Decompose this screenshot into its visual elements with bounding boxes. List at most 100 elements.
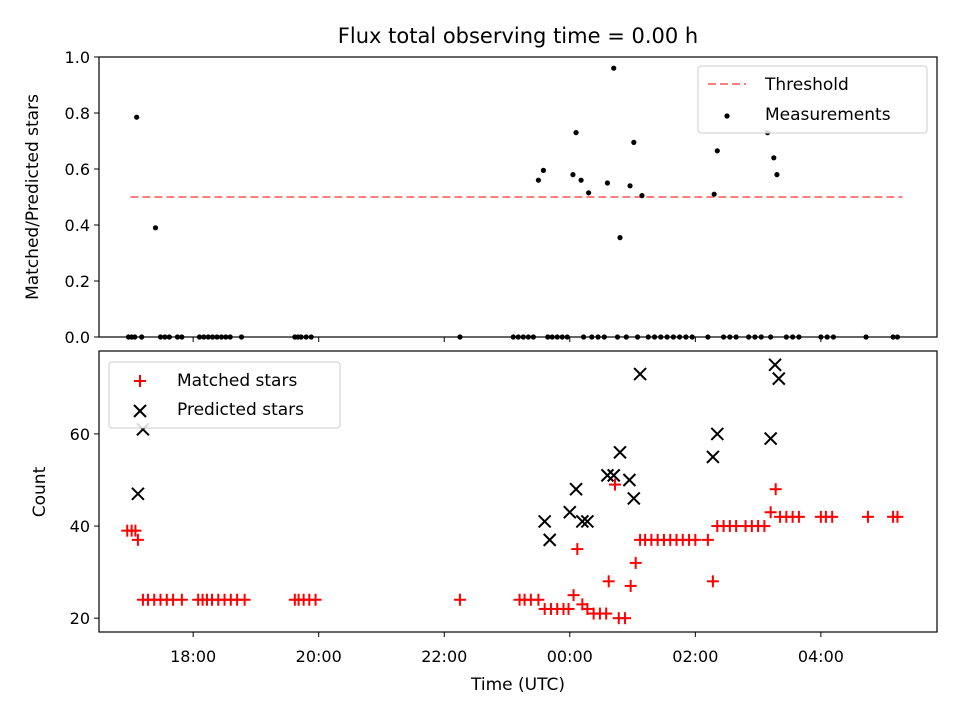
measurement-point (714, 148, 720, 154)
legend-threshold-label: Threshold (764, 75, 849, 95)
predicted-star-point (537, 514, 552, 529)
matched-star-point (629, 556, 642, 569)
measurement-point (771, 155, 777, 161)
predicted-star-point (622, 473, 637, 487)
matched-star-point (129, 524, 142, 537)
matched-star-point (581, 602, 594, 615)
predicted-star-point (580, 514, 595, 529)
predicted-star-point (563, 505, 577, 519)
top-chart-title: Flux total observing time = 0.00 h (338, 24, 698, 48)
matched-star-point (764, 506, 777, 519)
top-y-tick-label: 0.8 (65, 104, 90, 123)
predicted-star-point (542, 533, 557, 547)
bottom-x-tick-label: 18:00 (170, 647, 216, 666)
predicted-star-point (131, 487, 145, 501)
matched-star-point (891, 510, 904, 523)
measurement-point (711, 191, 717, 197)
matched-star-point (689, 533, 702, 546)
measurement-point (540, 167, 547, 173)
matched-star-point (701, 533, 714, 546)
matched-star-point (600, 607, 613, 620)
bottom-y-tick-label: 40 (70, 517, 90, 536)
predicted-star-point (627, 491, 641, 506)
top-y-tick-label: 1.0 (65, 48, 90, 67)
legend-matched-label: Matched stars (177, 371, 297, 391)
predicted-star-point (569, 482, 583, 496)
bottom-x-ticks: 18:00 20:00 22:00 00:00 02:00 04:00 (170, 632, 844, 666)
matched-star-point (619, 612, 632, 625)
measurement-point (604, 180, 611, 186)
matched-star-point (571, 543, 584, 556)
top-y-axis-label: Matched/Predicted stars (23, 94, 43, 300)
matched-star-point (602, 575, 615, 588)
bottom-x-axis-label: Time (UTC) (470, 675, 565, 695)
measurement-point (578, 177, 584, 183)
predicted-star-point (706, 450, 720, 464)
matched-star-point (861, 510, 874, 523)
predicted-star-point (600, 468, 615, 483)
matched-star-point (608, 478, 621, 491)
measurement-point (134, 114, 140, 120)
measurement-point (774, 172, 780, 178)
predicted-star-point (607, 468, 621, 483)
legend-measurements-label: Measurements (765, 105, 891, 125)
predicted-star-point (710, 427, 725, 441)
matched-star-point (826, 510, 839, 523)
top-panel: Flux total observing time = 0.00 h Match… (23, 24, 938, 347)
measurement-point (570, 172, 576, 178)
bottom-x-tick-label: 00:00 (547, 647, 593, 666)
bottom-legend-box (108, 361, 341, 429)
matched-star-point (562, 602, 575, 615)
bottom-legend: Matched stars Predicted stars (108, 361, 341, 429)
bottom-plot-frame (98, 350, 938, 633)
matched-star-point (131, 533, 144, 546)
matched-star-point (758, 520, 771, 533)
matched-star-point (567, 589, 580, 602)
matched-star-point (769, 483, 782, 496)
matched-star-point (309, 593, 322, 606)
top-y-tick-label: 0.0 (65, 328, 90, 347)
measurement-points (125, 65, 901, 340)
measurement-point (631, 139, 637, 145)
bottom-y-tick-label: 20 (70, 609, 90, 628)
matched-star-point (453, 593, 466, 606)
bottom-y-tick-label: 60 (70, 425, 90, 444)
legend-matched-swatch (134, 375, 146, 387)
matched-star-point (792, 510, 805, 523)
top-y-tick-label: 0.4 (65, 216, 90, 235)
measurement-point (573, 130, 579, 136)
measurement-point (627, 183, 633, 189)
top-y-tick-label: 0.6 (65, 160, 90, 179)
predicted-star-point (763, 431, 778, 446)
matched-stars-points (121, 478, 904, 625)
matched-star-point (238, 593, 251, 606)
predicted-stars-points (131, 358, 786, 547)
top-y-ticks: 0.0 0.2 0.4 0.6 0.8 1.0 (65, 48, 99, 347)
measurement-point (639, 193, 645, 199)
top-legend: Threshold Measurements (697, 65, 928, 134)
matched-star-point (706, 575, 719, 588)
top-legend-box (697, 65, 928, 134)
legend-predicted-swatch (133, 404, 147, 418)
measurement-point (586, 190, 592, 196)
top-y-tick-label: 0.2 (65, 272, 90, 291)
predicted-star-point (613, 445, 627, 460)
measurement-point (152, 225, 159, 231)
top-plot-frame (98, 56, 938, 338)
bottom-x-tick-label: 20:00 (296, 647, 342, 666)
measurement-point (535, 177, 542, 183)
predicted-star-point (772, 371, 786, 386)
bottom-y-ticks: 20 40 60 (70, 425, 99, 628)
bottom-x-tick-label: 04:00 (798, 647, 844, 666)
measurement-point (611, 65, 617, 71)
legend-predicted-label: Predicted stars (177, 400, 304, 420)
measurement-point (617, 235, 623, 241)
bottom-x-tick-label: 02:00 (672, 647, 718, 666)
matched-star-point (532, 593, 545, 606)
legend-measurements-swatch (724, 113, 730, 119)
bottom-panel: Count Time (UTC) 20 40 60 18:00 20:00 22:00 0… (30, 350, 938, 695)
matched-star-point (175, 593, 188, 606)
matched-star-point (624, 579, 637, 592)
bottom-x-tick-label: 22:00 (421, 647, 467, 666)
